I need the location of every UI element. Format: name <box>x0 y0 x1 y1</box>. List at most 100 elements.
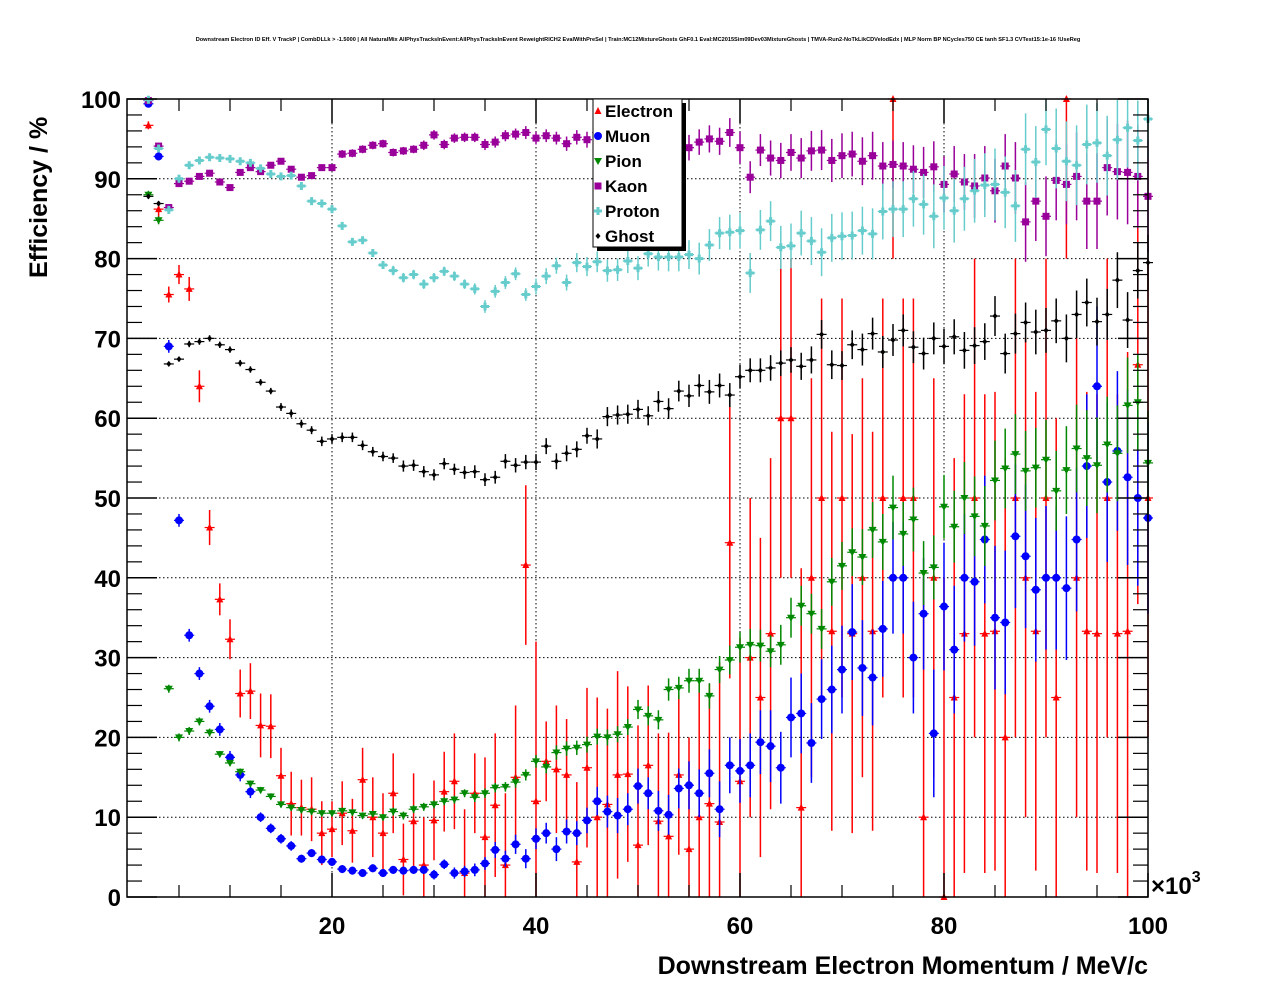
data-point-muon <box>266 824 275 833</box>
data-point-pion <box>797 602 806 610</box>
data-point-electron <box>624 770 632 778</box>
data-point-ghost <box>747 367 753 374</box>
y-tick-label: 100 <box>81 87 121 114</box>
data-point-kaon <box>348 149 356 157</box>
data-point-electron <box>155 205 163 213</box>
data-point-proton <box>1021 145 1030 154</box>
data-point-ghost <box>992 313 998 320</box>
data-point-pion <box>919 570 928 578</box>
data-point-proton <box>1103 151 1112 160</box>
data-point-pion <box>175 734 183 742</box>
data-point-pion <box>399 812 408 820</box>
data-point-muon <box>827 685 836 694</box>
legend-label-muon: Muon <box>605 127 650 146</box>
data-point-pion <box>164 685 173 693</box>
data-point-kaon <box>828 156 836 164</box>
data-point-pion <box>746 641 755 649</box>
data-point-muon <box>787 713 795 722</box>
data-point-pion <box>348 809 357 817</box>
data-point-pion <box>215 751 224 759</box>
data-point-kaon <box>461 133 469 141</box>
data-point-muon <box>868 673 877 682</box>
data-point-ghost <box>553 458 559 465</box>
data-point-proton <box>644 249 653 258</box>
data-point-proton <box>185 161 194 170</box>
data-point-proton <box>685 250 693 259</box>
data-point-ghost <box>533 459 539 466</box>
data-point-proton <box>1082 140 1091 149</box>
data-point-electron <box>532 797 540 805</box>
data-point-proton <box>929 212 938 221</box>
data-point-electron <box>685 845 693 853</box>
data-point-electron <box>318 829 326 837</box>
data-point-muon <box>552 845 561 854</box>
data-point-pion <box>491 784 500 792</box>
data-point-muon <box>970 577 979 586</box>
data-point-kaon <box>1032 197 1040 205</box>
data-point-muon <box>991 613 999 622</box>
data-point-muon <box>1072 535 1081 544</box>
data-point-ghost <box>961 347 967 354</box>
data-point-pion <box>817 625 826 633</box>
data-point-electron <box>767 629 775 637</box>
data-point-electron <box>634 841 642 849</box>
data-point-proton <box>236 157 245 166</box>
data-point-ghost <box>594 435 600 442</box>
data-point-muon <box>960 573 969 582</box>
data-point-pion <box>766 648 775 656</box>
data-point-proton <box>195 156 204 165</box>
data-point-muon <box>848 628 857 637</box>
legend-label-pion: Pion <box>605 152 642 171</box>
data-point-muon <box>807 738 816 747</box>
data-point-proton <box>430 273 438 282</box>
data-point-ghost <box>186 340 192 347</box>
data-point-proton <box>593 257 602 266</box>
data-point-ghost <box>870 330 876 337</box>
data-point-pion <box>991 477 999 485</box>
data-point-muon <box>572 829 581 838</box>
x-exponent-base: ×10 <box>1151 873 1192 900</box>
data-point-proton <box>552 261 561 270</box>
data-point-electron <box>879 494 887 501</box>
data-point-pion <box>460 790 469 798</box>
data-point-proton <box>960 194 969 203</box>
data-point-muon <box>317 855 326 864</box>
data-point-muon <box>929 729 938 738</box>
data-point-proton <box>909 194 918 203</box>
data-point-electron <box>807 573 815 581</box>
data-point-muon <box>154 152 163 161</box>
data-point-ghost <box>441 460 447 467</box>
legend-box <box>592 98 683 248</box>
data-point-kaon <box>716 137 724 145</box>
data-point-ghost <box>258 379 264 386</box>
data-point-pion <box>889 504 897 512</box>
legend-marker-ghost <box>595 233 601 239</box>
data-point-kaon <box>185 177 193 185</box>
data-point-ghost <box>400 463 406 470</box>
data-point-pion <box>1093 462 1101 470</box>
data-point-ghost <box>635 406 641 413</box>
data-point-muon <box>287 841 296 850</box>
data-point-muon <box>746 761 755 770</box>
data-point-proton <box>266 170 275 179</box>
data-point-muon <box>940 602 948 611</box>
data-point-proton <box>481 302 489 311</box>
data-point-muon <box>256 813 265 822</box>
data-point-ghost <box>798 363 804 370</box>
data-point-ghost <box>655 398 661 405</box>
data-point-ghost <box>309 427 315 434</box>
data-point-muon <box>603 807 612 816</box>
data-point-proton <box>583 262 591 271</box>
data-point-pion <box>368 811 377 819</box>
data-point-muon <box>542 829 551 838</box>
data-point-pion <box>623 724 632 732</box>
data-point-proton <box>511 269 520 278</box>
data-point-electron <box>410 817 418 825</box>
data-point-pion <box>715 666 724 674</box>
data-point-electron <box>450 777 458 785</box>
data-point-ghost <box>411 462 417 469</box>
data-point-pion <box>440 798 449 806</box>
data-point-proton <box>348 237 357 246</box>
data-point-muon <box>685 781 693 790</box>
data-point-proton <box>1113 135 1122 144</box>
